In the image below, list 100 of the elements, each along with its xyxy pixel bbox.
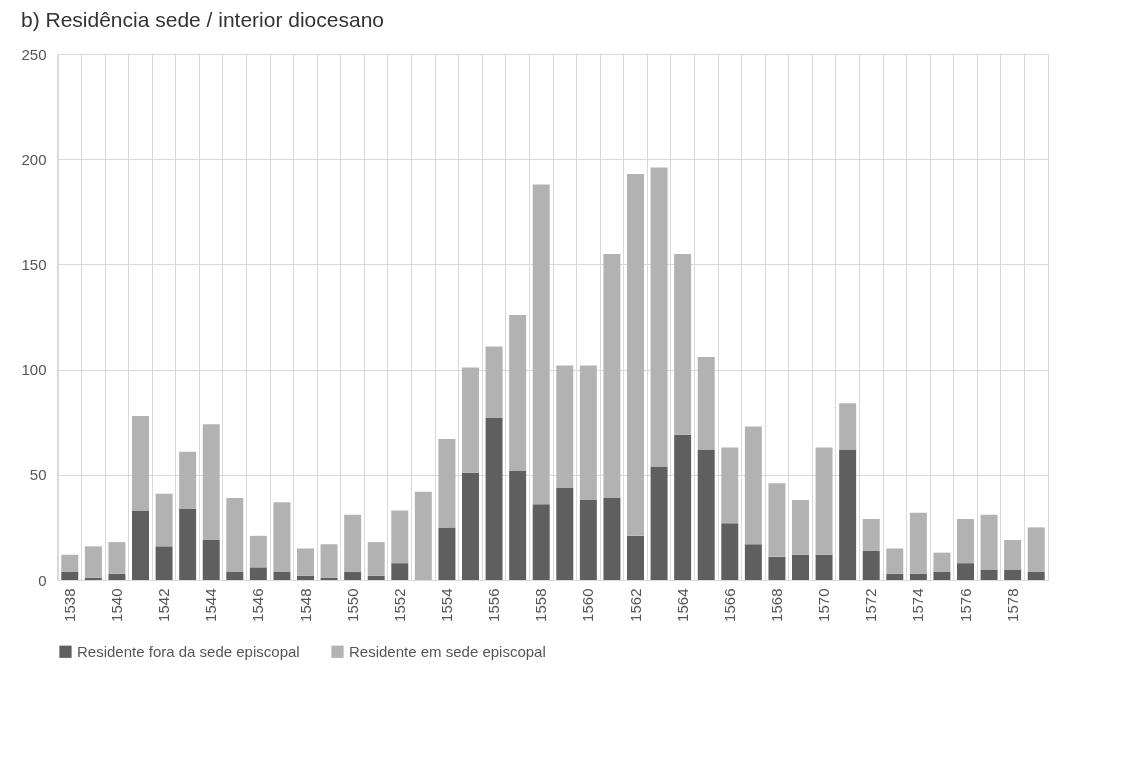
bar	[862, 550, 880, 580]
legend-label: Residente fora da sede episcopal	[77, 642, 300, 660]
bar	[957, 518, 974, 564]
x-tick-label: 1574	[909, 588, 927, 622]
bar	[744, 426, 762, 545]
bar	[414, 491, 432, 580]
bar	[980, 569, 998, 580]
bar	[721, 447, 739, 524]
x-tick-label: 1558	[532, 588, 550, 622]
bar	[202, 540, 220, 580]
bar	[485, 346, 503, 418]
x-tick-label: 1538	[60, 588, 78, 622]
bar	[344, 514, 362, 572]
x-tick-label: 1556	[485, 588, 503, 622]
x-tick-label: 1562	[626, 588, 644, 622]
bar	[462, 472, 479, 580]
bar	[579, 365, 597, 501]
bar	[556, 487, 574, 580]
bar	[697, 449, 715, 580]
bar	[721, 523, 739, 580]
bar	[579, 500, 597, 580]
bar	[462, 367, 479, 473]
bar	[627, 173, 644, 536]
bar	[1004, 569, 1022, 580]
x-tick-label: 1548	[296, 588, 314, 622]
bar	[556, 365, 574, 488]
bar	[226, 497, 244, 572]
bar	[933, 552, 951, 572]
bar	[650, 167, 668, 467]
bar	[909, 512, 927, 574]
bar	[792, 554, 809, 580]
legend-label: Residente em sede episcopal	[349, 642, 546, 660]
bar	[1027, 571, 1045, 580]
bar	[84, 577, 102, 580]
x-tick-label: 1554	[437, 588, 455, 622]
bar	[108, 573, 126, 580]
x-tick-label: 1578	[1003, 588, 1021, 622]
bar	[909, 573, 927, 580]
bar	[391, 563, 409, 580]
bar	[509, 314, 527, 471]
bar	[320, 577, 338, 580]
bar	[1027, 527, 1045, 572]
bar	[532, 504, 550, 580]
bar	[532, 184, 550, 505]
y-tick-label: 200	[21, 150, 47, 168]
bar	[367, 542, 385, 576]
bar	[226, 571, 244, 580]
bar	[202, 424, 220, 541]
y-tick-label: 100	[21, 361, 47, 379]
x-tick-label: 1552	[390, 588, 408, 622]
bar	[320, 544, 338, 578]
y-tick-label: 0	[38, 571, 47, 589]
bar	[179, 451, 197, 509]
bar	[344, 571, 362, 580]
bar	[155, 546, 173, 580]
bar	[485, 417, 503, 580]
y-tick-label: 50	[29, 466, 47, 484]
bar	[273, 571, 291, 580]
bar	[249, 535, 267, 568]
x-tick-label: 1550	[343, 588, 361, 622]
bar	[1004, 540, 1022, 570]
bar	[839, 449, 857, 580]
x-tick-label: 1568	[767, 588, 785, 622]
bar	[792, 500, 809, 555]
bar	[839, 403, 857, 450]
x-tick-label: 1542	[155, 588, 173, 622]
bar	[61, 571, 79, 580]
bar	[933, 571, 951, 580]
bar	[132, 510, 149, 580]
bar	[674, 434, 692, 580]
bar	[886, 548, 904, 574]
x-tick-label: 1564	[673, 588, 691, 622]
bar	[179, 508, 197, 580]
bar	[627, 535, 644, 580]
bar	[768, 556, 786, 580]
bar	[815, 447, 833, 555]
y-tick-label: 150	[21, 255, 47, 273]
bar	[108, 542, 126, 574]
bar	[603, 497, 621, 580]
bar	[297, 575, 314, 580]
x-tick-label: 1544	[202, 588, 220, 622]
x-tick-label: 1576	[956, 588, 974, 622]
bar	[438, 527, 456, 580]
bar	[132, 415, 149, 511]
bar	[980, 514, 998, 570]
bar	[674, 253, 692, 435]
bar	[744, 544, 762, 580]
bar	[509, 470, 527, 580]
bar	[862, 518, 880, 551]
bar	[603, 253, 621, 498]
x-tick-label: 1560	[579, 588, 597, 622]
x-tick-label: 1540	[107, 588, 125, 622]
bar	[249, 567, 267, 580]
x-tick-label: 1546	[249, 588, 267, 622]
bar	[155, 493, 173, 547]
bar	[768, 483, 786, 557]
x-tick-label: 1566	[720, 588, 738, 622]
bar	[273, 502, 291, 572]
bar	[957, 563, 974, 580]
bar	[367, 575, 385, 580]
